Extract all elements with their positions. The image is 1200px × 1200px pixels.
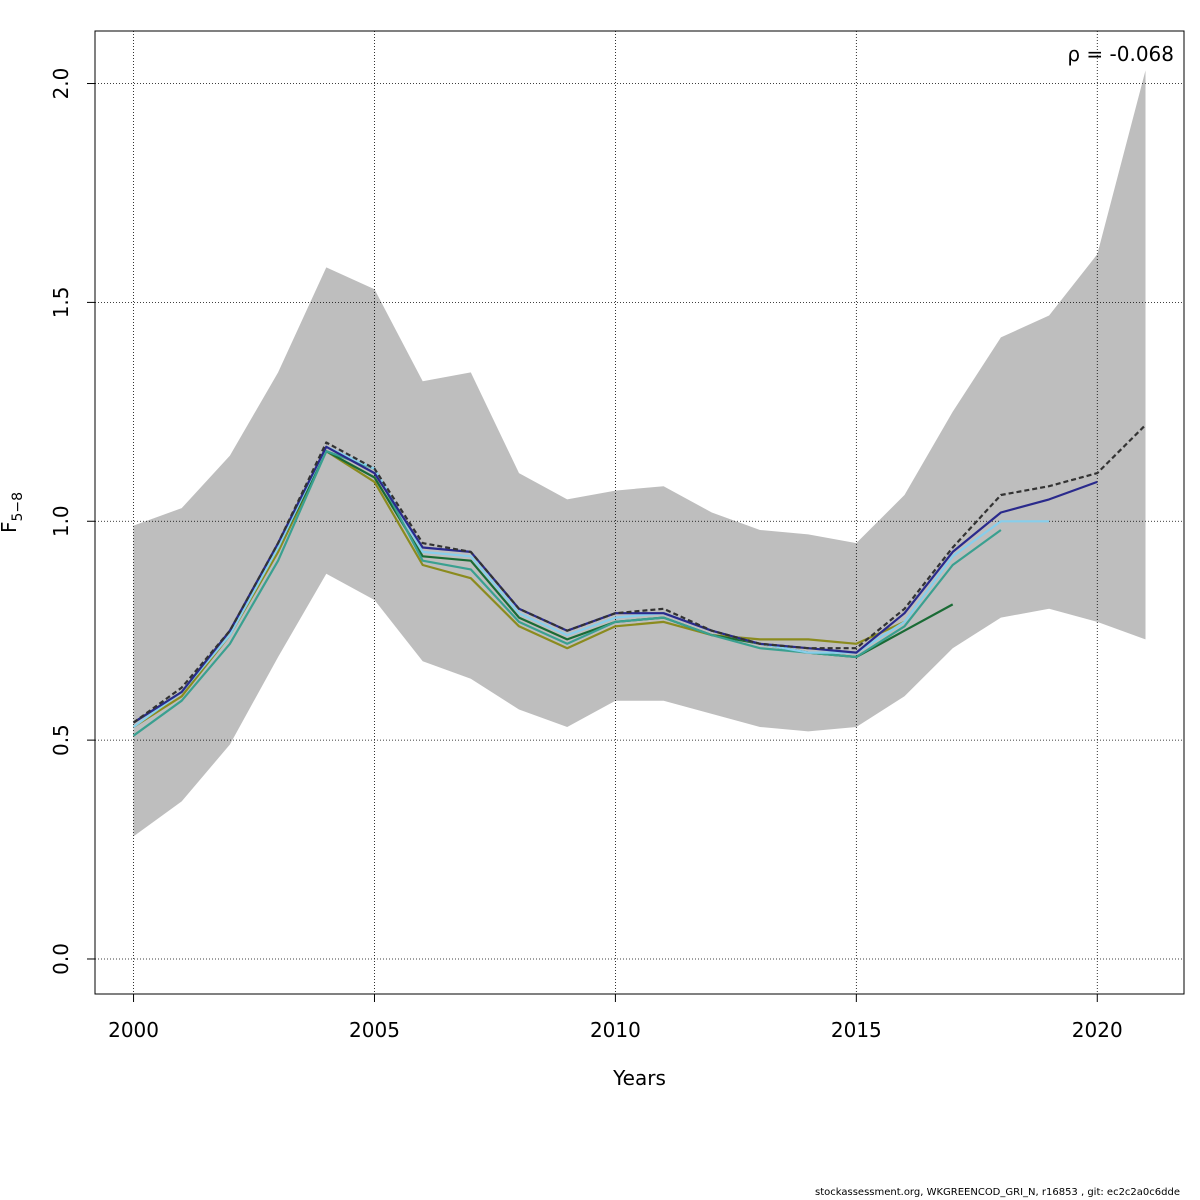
x-axis: 2000 2005 2010 2015 2020 xyxy=(108,993,1123,1042)
footer-credit: stockassessment.org, WKGREENCOD_GRI_N, r… xyxy=(815,1187,1180,1198)
confidence-band-layer xyxy=(133,70,1146,837)
x-tick-label: 2005 xyxy=(349,1018,400,1042)
confidence-band xyxy=(133,70,1146,837)
rho-annotation: ρ = -0.068 xyxy=(1067,42,1174,66)
y-axis-title-subscript: 5−8 xyxy=(10,492,26,522)
x-axis-title: Years xyxy=(612,1066,666,1090)
y-tick-label: 2.0 xyxy=(49,68,73,100)
x-tick-label: 2010 xyxy=(590,1018,641,1042)
x-tick-label: 2015 xyxy=(831,1018,882,1042)
x-tick-label: 2020 xyxy=(1072,1018,1123,1042)
y-axis: 0.0 0.5 1.0 1.5 2.0 xyxy=(49,68,96,975)
y-axis-title-main: F xyxy=(0,522,21,534)
y-axis-title: F5−8 xyxy=(0,492,26,533)
series-line-6 xyxy=(132,424,1147,724)
x-tick-label: 2000 xyxy=(108,1018,159,1042)
series-line-4 xyxy=(132,445,1050,728)
y-tick-label: 0.5 xyxy=(49,724,73,756)
series-line-1 xyxy=(132,450,905,728)
y-tick-label: 1.5 xyxy=(49,286,73,318)
series-line-3 xyxy=(132,450,1002,737)
y-tick-label: 0.0 xyxy=(49,943,73,975)
series-lines xyxy=(132,424,1147,737)
y-tick-label: 1.0 xyxy=(49,505,73,537)
